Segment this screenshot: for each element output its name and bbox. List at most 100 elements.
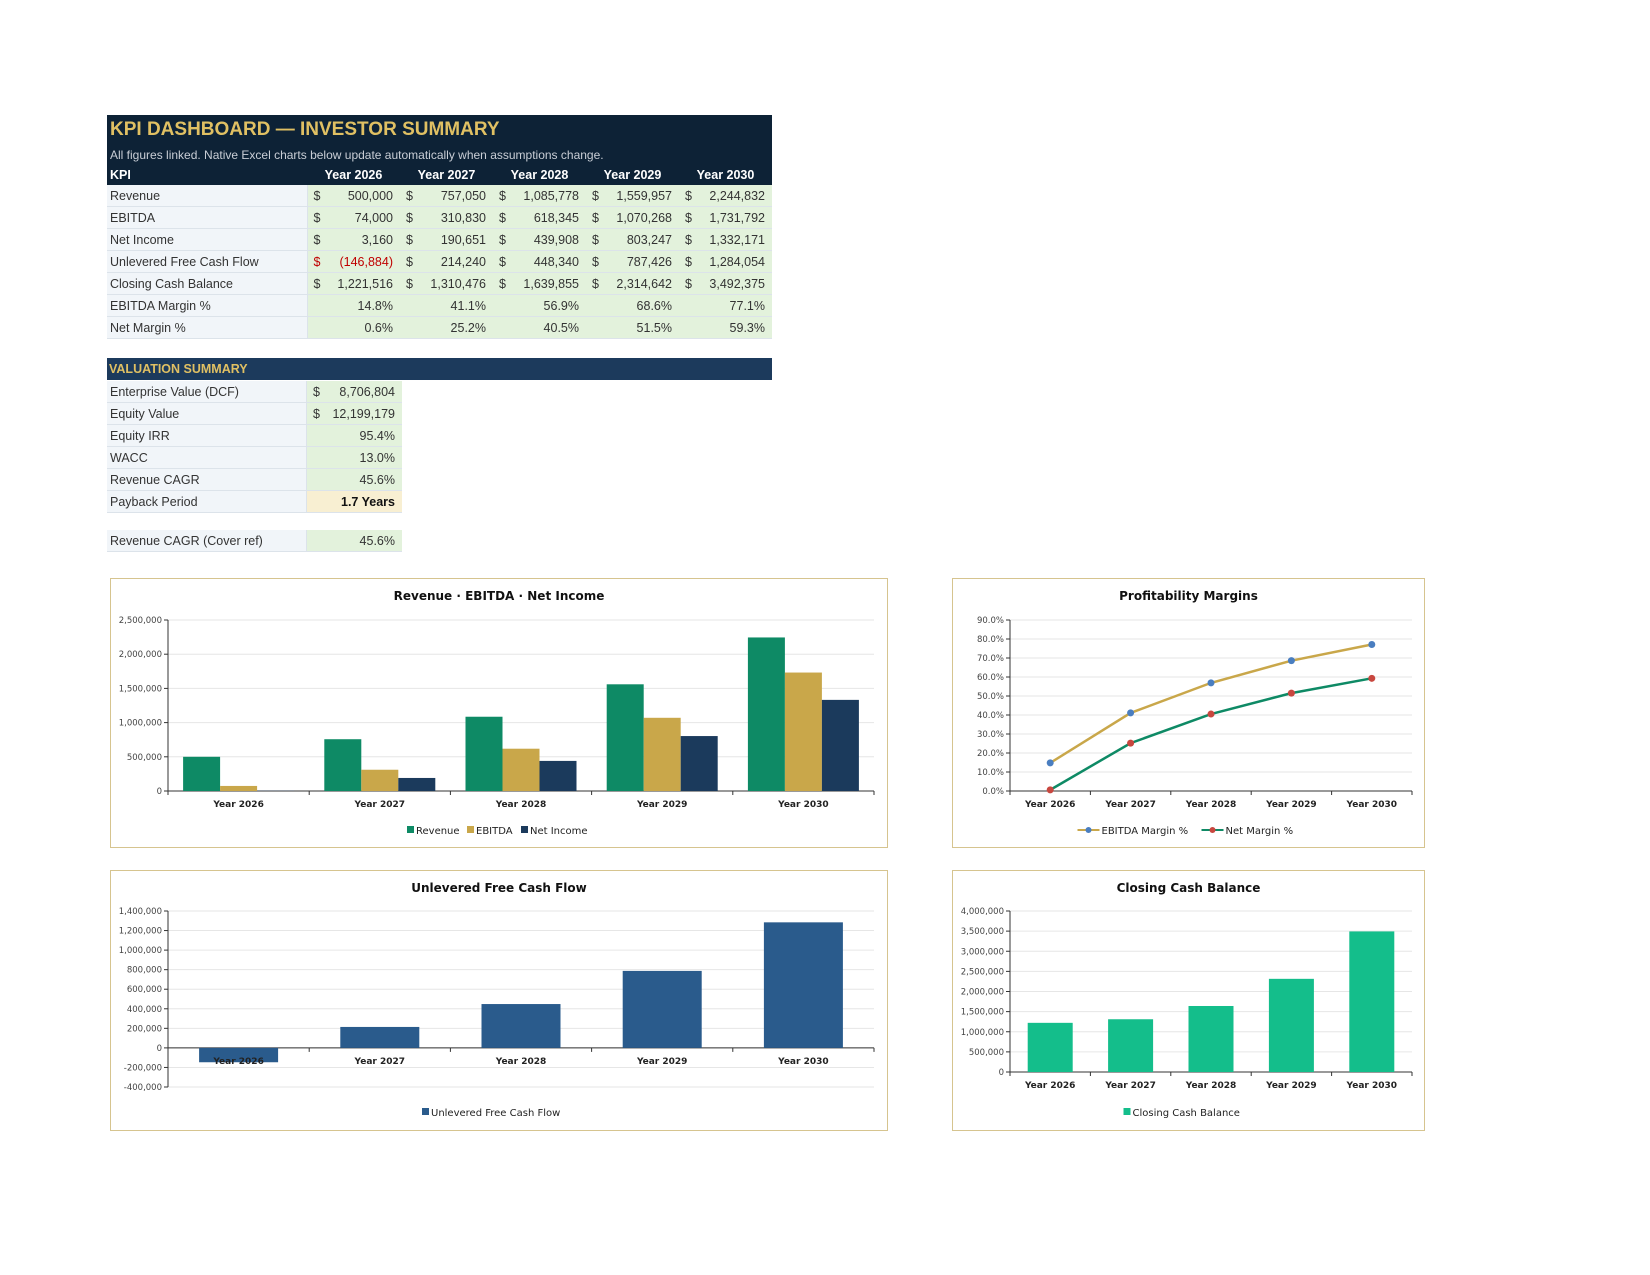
kpi-value-cell: 40.5% (493, 316, 586, 339)
kpi-value-cell: $190,651 (400, 228, 493, 251)
kpi-cell: $214,240 (400, 255, 493, 269)
kpi-cell: $ (146,884) (308, 255, 401, 269)
table-row: Enterprise Value (DCF) $8,706,804 (107, 381, 402, 403)
bar (821, 699, 859, 791)
currency-symbol: $ (592, 232, 599, 247)
currency-symbol: $ (499, 276, 506, 291)
kpi-row-label: Closing Cash Balance (107, 272, 308, 295)
kpi-percent: 40.5% (543, 320, 579, 335)
kpi-percent: 59.3% (729, 320, 765, 335)
kpi-value-cell: 68.6% (586, 294, 679, 317)
valuation-label: Revenue CAGR (107, 468, 307, 491)
kpi-percent: 77.1% (729, 298, 765, 313)
kpi-value-cell: 25.2% (400, 316, 493, 339)
closing-cash-chart: Closing Cash Balance 0 500,000 1,000,000 1,5… (952, 870, 1425, 1131)
currency-symbol: $ (685, 232, 692, 247)
x-tick-label: Year 2030 (1346, 800, 1398, 810)
kpi-value-cell: $74,000 (307, 206, 400, 229)
kpi-cell: 56.9% (493, 299, 586, 313)
kpi-value: 500,000 (347, 188, 393, 203)
y-tick-label: 0 (999, 1068, 1004, 1078)
chart-title: Closing Cash Balance (1117, 881, 1261, 895)
currency-symbol: $ (685, 254, 692, 269)
bar (680, 736, 718, 791)
unlevered-fcf-chart: Unlevered Free Cash Flow -400,000 -200,000… (110, 870, 888, 1131)
kpi-cell: 40.5% (493, 321, 586, 335)
kpi-percent: 25.2% (450, 320, 486, 335)
bar (340, 1026, 420, 1048)
kpi-value: 1,559,957 (616, 188, 672, 203)
currency-symbol: $ (406, 276, 413, 291)
valuation-label: Enterprise Value (DCF) (107, 381, 307, 403)
kpi-cell: $310,830 (400, 211, 493, 225)
cover-ref-label: Revenue CAGR (Cover ref) (107, 530, 307, 552)
x-tick-label: Year 2026 (1024, 1081, 1075, 1091)
chart-title: Unlevered Free Cash Flow (411, 881, 587, 895)
currency-symbol: $ (685, 188, 692, 203)
bar (324, 739, 362, 791)
y-tick-label: 800,000 (127, 966, 162, 976)
closing-cash-svg: Closing Cash Balance 0 500,000 1,000,000 1,5… (961, 881, 1413, 1119)
kpi-cell: $2,314,642 (586, 277, 679, 291)
kpi-value: 1,284,054 (709, 254, 765, 269)
kpi-value-cell: 51.5% (586, 316, 679, 339)
valuation-label: WACC (107, 446, 307, 469)
kpi-cell: $1,284,054 (679, 255, 772, 269)
table-row: Net Income $3,160 $190,651 $439,908 $803,247… (107, 228, 772, 251)
kpi-cell: $1,559,957 (586, 189, 679, 203)
legend-label: EBITDA Margin % (1102, 826, 1189, 837)
valuation-value-cell: 13.0% (306, 446, 402, 469)
y-tick-label: 2,500,000 (961, 967, 1004, 977)
valuation-value: 8,706,804 (339, 384, 395, 399)
data-point (1287, 657, 1295, 665)
bar (183, 756, 221, 791)
kpi-cell: $803,247 (586, 233, 679, 247)
y-tick-label: 4,000,000 (961, 907, 1004, 917)
bar (763, 922, 843, 1048)
table-row: Revenue CAGR 45.6% (107, 468, 402, 491)
y-tick-label: 80.0% (977, 635, 1004, 645)
kpi-value-cell: $1,559,957 (586, 185, 679, 207)
currency-symbol: $ (313, 406, 320, 421)
kpi-percent: 0.6% (364, 320, 394, 335)
x-tick-label: Year 2027 (354, 1057, 406, 1067)
valuation-cell: 13.0% (307, 451, 402, 465)
kpi-value-cell: $3,492,375 (679, 272, 772, 295)
year-header: Year 2028 (493, 165, 586, 185)
bar (1268, 978, 1314, 1072)
y-tick-label: 3,500,000 (961, 927, 1004, 937)
y-tick-label: 90.0% (977, 616, 1004, 626)
data-point (1046, 759, 1054, 767)
kpi-row-label: Net Income (107, 228, 308, 251)
kpi-value-cell: $1,731,792 (679, 206, 772, 229)
y-tick-label: 2,500,000 (119, 616, 162, 626)
legend-marker (1085, 827, 1092, 833)
y-tick-label: 1,500,000 (119, 684, 162, 694)
legend-label: Net Margin % (1226, 826, 1294, 837)
kpi-cell: $1,332,171 (679, 233, 772, 247)
bar (1108, 1019, 1154, 1072)
valuation-value: 1.7 Years (341, 494, 395, 509)
currency-symbol: $ (592, 188, 599, 203)
kpi-cell: 51.5% (586, 321, 679, 335)
y-tick-label: 30.0% (977, 730, 1004, 740)
x-tick-label: Year 2028 (495, 1057, 547, 1067)
table-row: Payback Period 1.7 Years (107, 490, 402, 513)
cover-ref-number: 45.6% (359, 533, 395, 548)
data-point (1207, 710, 1215, 718)
table-row: Closing Cash Balance $1,221,516 $1,310,476… (107, 272, 772, 295)
y-tick-label: 2,000,000 (119, 650, 162, 660)
kpi-cell: 41.1% (400, 299, 493, 313)
kpi-value-cell: 0.6% (307, 316, 400, 339)
kpi-cell: 68.6% (586, 299, 679, 313)
y-tick-label: 60.0% (977, 673, 1004, 683)
kpi-value: 1,085,778 (523, 188, 579, 203)
bar (784, 672, 822, 791)
valuation-cell: 45.6% (307, 473, 402, 487)
kpi-value: 3,160 (361, 232, 393, 247)
chart-title: Revenue · EBITDA · Net Income (394, 589, 605, 603)
y-tick-label: 1,200,000 (119, 927, 162, 937)
kpi-value: 2,314,642 (616, 276, 672, 291)
kpi-cell: $787,426 (586, 255, 679, 269)
year-header: Year 2027 (400, 165, 493, 185)
